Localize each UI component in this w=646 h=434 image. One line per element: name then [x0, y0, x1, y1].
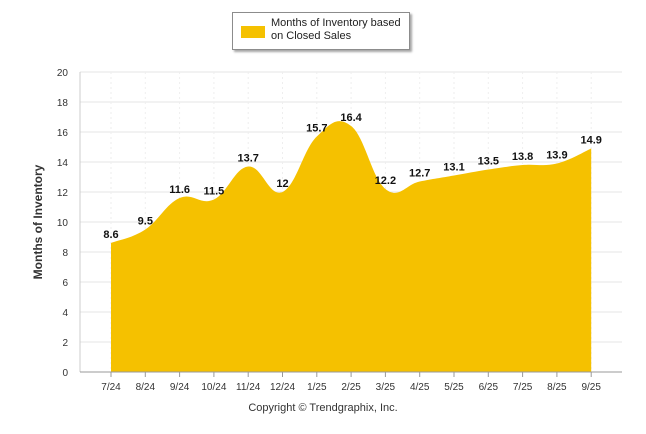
x-tick-label: 12/24 — [270, 382, 295, 393]
x-tick-label: 10/24 — [201, 382, 226, 393]
data-label: 12 — [276, 178, 288, 190]
x-tick-label: 8/24 — [136, 382, 156, 393]
x-tick-label: 3/25 — [376, 382, 396, 393]
y-tick-label: 8 — [62, 248, 68, 259]
x-tick-label: 2/25 — [341, 382, 361, 393]
data-label: 13.5 — [478, 156, 499, 168]
legend-swatch — [241, 26, 265, 38]
data-label: 11.5 — [203, 186, 224, 198]
x-tick-label: 11/24 — [236, 382, 261, 393]
y-axis-title: Months of Inventory — [31, 164, 45, 279]
y-tick-label: 14 — [57, 158, 69, 169]
x-tick-label: 1/25 — [307, 382, 327, 393]
x-tick-label: 5/25 — [444, 382, 464, 393]
y-tick-label: 6 — [62, 278, 68, 289]
x-tick-label: 7/24 — [101, 382, 121, 393]
x-tick-label: 9/24 — [170, 382, 190, 393]
x-tick-label: 8/25 — [547, 382, 567, 393]
y-tick-label: 20 — [57, 68, 69, 79]
y-tick-label: 12 — [57, 188, 69, 199]
data-label: 14.9 — [580, 135, 601, 147]
data-label: 8.6 — [103, 229, 118, 241]
data-label: 13.7 — [237, 153, 258, 165]
x-tick-label: 6/25 — [479, 382, 499, 393]
data-label: 15.7 — [306, 123, 327, 135]
y-tick-label: 18 — [57, 98, 69, 109]
area-series — [111, 121, 592, 372]
legend-label: Months of Inventory based on Closed Sale… — [271, 17, 401, 42]
data-label: 12.7 — [409, 168, 430, 180]
data-label: 13.1 — [443, 162, 464, 174]
data-label: 11.6 — [169, 184, 190, 196]
y-tick-label: 0 — [62, 368, 68, 379]
x-tick-label: 9/25 — [581, 382, 601, 393]
data-label: 16.4 — [340, 112, 362, 124]
data-label: 12.2 — [375, 175, 396, 187]
data-label: 13.9 — [546, 150, 567, 162]
copyright-text: Copyright © Trendgraphix, Inc. — [248, 402, 398, 414]
x-tick-label: 7/25 — [513, 382, 533, 393]
data-label: 9.5 — [138, 216, 153, 228]
data-label: 13.8 — [512, 151, 533, 163]
y-tick-label: 4 — [62, 308, 68, 319]
y-tick-label: 16 — [57, 128, 69, 139]
x-tick-label: 4/25 — [410, 382, 430, 393]
y-tick-label: 10 — [57, 218, 69, 229]
y-tick-label: 2 — [62, 338, 68, 349]
legend: Months of Inventory based on Closed Sale… — [232, 12, 410, 50]
